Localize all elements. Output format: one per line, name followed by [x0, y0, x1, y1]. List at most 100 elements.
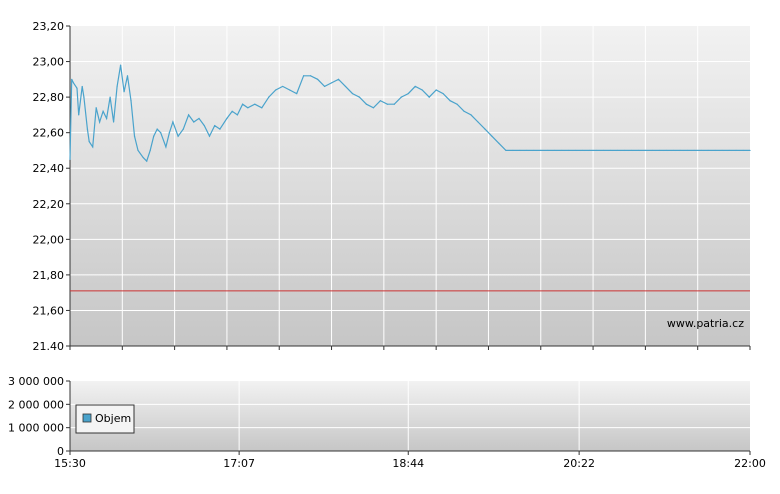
price-ytick-label: 23,00: [33, 56, 65, 69]
price-point: [672, 149, 674, 152]
price-ytick-label: 21.40: [33, 340, 65, 353]
price-point: [588, 149, 591, 152]
price-point: [69, 158, 71, 160]
price-point: [344, 85, 347, 88]
price-point: [484, 128, 486, 130]
price-ytick-label: 23,20: [33, 20, 65, 33]
price-point: [707, 149, 709, 152]
price-point: [95, 107, 97, 109]
time-axis-label: 15:30: [54, 457, 86, 470]
price-ytick-label: 21,60: [33, 304, 65, 317]
price-point: [83, 96, 85, 98]
price-point: [519, 149, 521, 152]
price-point: [540, 149, 542, 152]
price-point: [526, 149, 528, 152]
price-point: [172, 121, 174, 123]
price-point: [637, 149, 640, 152]
price-point: [421, 89, 423, 91]
price-point: [477, 121, 479, 123]
price-point: [236, 114, 238, 116]
price-point: [435, 89, 437, 91]
price-point: [214, 124, 216, 127]
legend-label: Objem: [95, 412, 131, 425]
price-point: [735, 149, 737, 152]
price-point: [686, 149, 688, 152]
price-point: [296, 92, 298, 95]
price-point: [72, 82, 75, 84]
price-point: [498, 142, 500, 144]
price-point: [119, 64, 122, 66]
price-point: [379, 100, 381, 102]
volume-ytick-label: 0: [57, 445, 64, 458]
price-point: [86, 128, 89, 130]
time-axis-label: 22:00: [734, 457, 766, 470]
price-point: [133, 135, 136, 137]
price-point: [76, 87, 78, 89]
price-point: [505, 149, 507, 152]
price-point: [372, 107, 374, 109]
price-point: [365, 103, 368, 105]
price-point: [282, 85, 284, 88]
price-point: [303, 75, 305, 77]
price-point: [116, 85, 118, 88]
price-point: [247, 107, 249, 109]
price-point: [568, 149, 570, 152]
price-point: [203, 124, 205, 127]
price-point: [386, 103, 388, 105]
price-point: [112, 121, 115, 123]
price-point: [595, 149, 598, 152]
price-point: [193, 121, 195, 123]
price-point: [219, 128, 221, 130]
price-point: [407, 92, 409, 95]
price-point: [665, 149, 667, 152]
price-point: [123, 91, 125, 93]
price-ytick-label: 22,00: [33, 233, 65, 246]
price-point: [644, 149, 646, 152]
price-point: [88, 140, 90, 143]
price-point: [106, 117, 108, 120]
price-point: [261, 107, 263, 109]
price-point: [71, 78, 73, 80]
price-point: [561, 149, 563, 152]
price-point: [149, 149, 151, 152]
price-point: [254, 103, 256, 105]
price-point: [428, 96, 430, 98]
time-axis-label: 20:22: [563, 457, 595, 470]
price-point: [130, 100, 132, 102]
price-point: [177, 135, 179, 137]
price-point: [623, 149, 626, 152]
time-axis-label: 18:44: [392, 457, 424, 470]
price-point: [491, 135, 493, 137]
price-ytick-label: 22,20: [33, 198, 65, 211]
price-point: [575, 149, 577, 152]
price-point: [126, 75, 129, 77]
price-point: [400, 96, 402, 98]
price-point: [275, 89, 277, 91]
price-point: [137, 149, 139, 152]
price-point: [470, 114, 472, 116]
time-axis-label: 17:07: [223, 457, 255, 470]
price-point: [109, 96, 111, 98]
price-point: [700, 149, 702, 152]
price-point: [231, 110, 233, 112]
price-point: [165, 146, 167, 148]
price-point: [449, 100, 451, 102]
price-point: [153, 135, 155, 137]
price-ytick-label: 22,80: [33, 91, 65, 104]
volume-legend: Objem: [75, 404, 135, 434]
price-point: [160, 132, 162, 134]
price-point: [512, 149, 514, 152]
watermark-text[interactable]: www.patria.cz: [667, 317, 744, 330]
volume-ytick-label: 2 000 000: [8, 398, 64, 411]
price-point: [679, 149, 681, 152]
price-point: [323, 85, 326, 88]
price-ytick-label: 22,40: [33, 162, 65, 175]
price-point: [728, 149, 730, 152]
price-point: [92, 146, 94, 148]
price-point: [651, 149, 653, 152]
price-point: [442, 92, 444, 95]
price-point: [142, 156, 144, 159]
price-point: [658, 149, 660, 152]
price-point: [351, 92, 354, 95]
